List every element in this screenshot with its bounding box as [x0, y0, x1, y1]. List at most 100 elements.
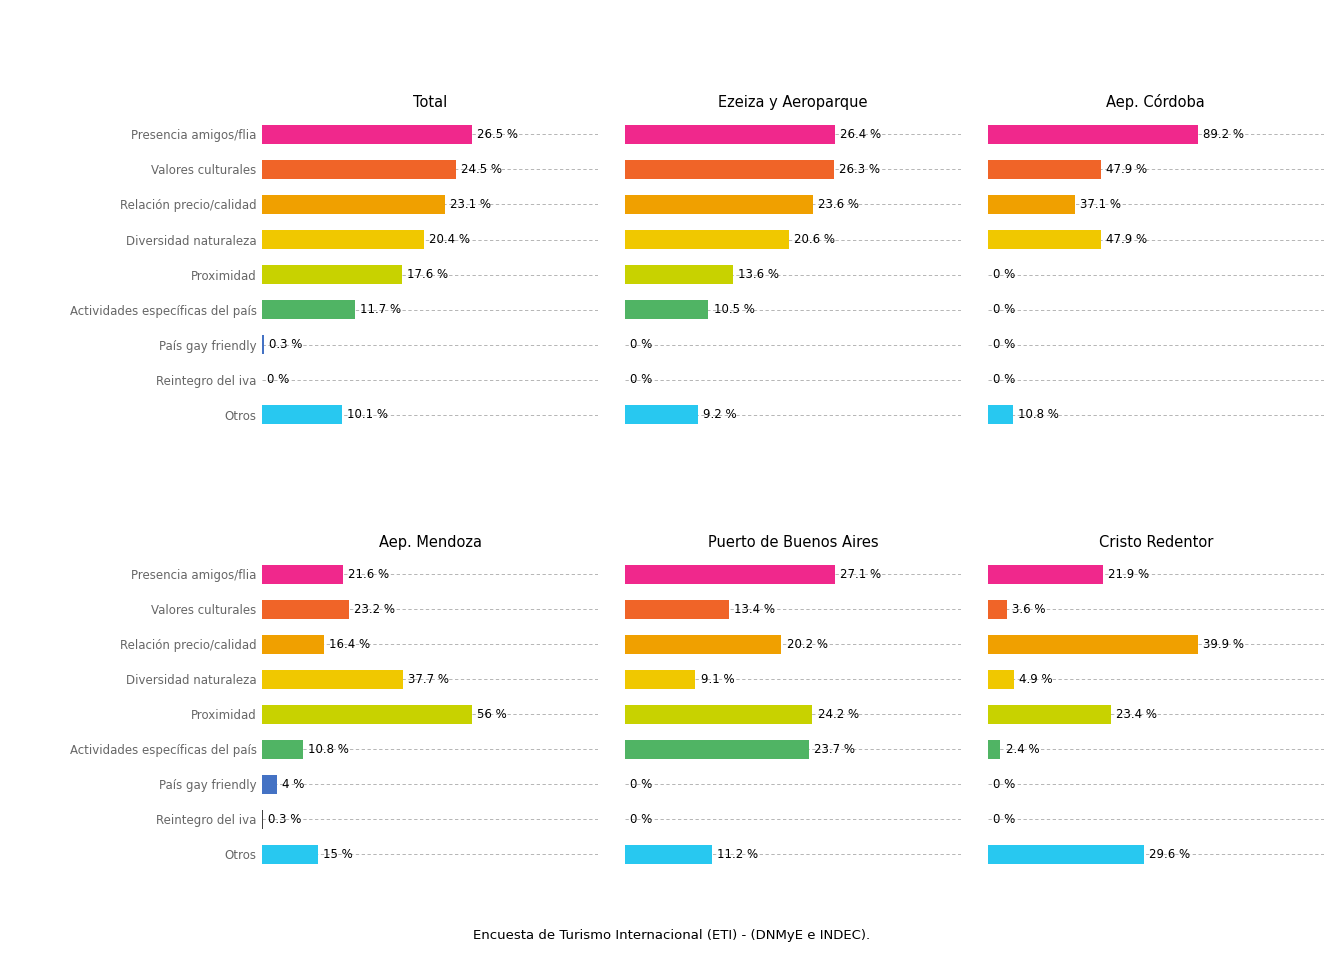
Text: 10.1 %: 10.1 %: [347, 408, 388, 421]
Bar: [625, 265, 732, 284]
Bar: [262, 125, 472, 144]
Bar: [625, 195, 813, 214]
Text: 56 %: 56 %: [477, 708, 507, 721]
Text: 29.6 %: 29.6 %: [1149, 848, 1189, 861]
Text: 0 %: 0 %: [267, 373, 289, 386]
Bar: [625, 300, 708, 319]
Text: 10.5 %: 10.5 %: [714, 303, 754, 316]
Bar: [988, 670, 1013, 689]
Text: 0.3 %: 0.3 %: [269, 813, 301, 826]
Text: 10.8 %: 10.8 %: [1019, 408, 1059, 421]
Text: 37.1 %: 37.1 %: [1081, 198, 1121, 211]
Bar: [625, 125, 835, 144]
Bar: [262, 635, 324, 654]
Bar: [625, 405, 698, 424]
Bar: [262, 775, 277, 794]
Text: 0 %: 0 %: [993, 303, 1015, 316]
Text: 2.4 %: 2.4 %: [1005, 743, 1039, 756]
Bar: [262, 845, 319, 864]
Bar: [988, 195, 1075, 214]
Text: 4 %: 4 %: [282, 778, 305, 791]
Title: Puerto de Buenos Aires: Puerto de Buenos Aires: [708, 535, 878, 550]
Text: 89.2 %: 89.2 %: [1203, 128, 1245, 141]
Text: 3.6 %: 3.6 %: [1012, 603, 1046, 615]
Text: 13.6 %: 13.6 %: [738, 268, 780, 281]
Title: Total: Total: [413, 95, 448, 109]
Text: 17.6 %: 17.6 %: [407, 268, 448, 281]
Text: 24.5 %: 24.5 %: [461, 163, 503, 176]
Text: 10.8 %: 10.8 %: [308, 743, 348, 756]
Text: 0 %: 0 %: [993, 373, 1015, 386]
Text: 11.7 %: 11.7 %: [360, 303, 401, 316]
Text: 15 %: 15 %: [324, 848, 353, 861]
Title: Aep. Mendoza: Aep. Mendoza: [379, 535, 481, 550]
Text: 16.4 %: 16.4 %: [329, 637, 370, 651]
Title: Ezeiza y Aeroparque: Ezeiza y Aeroparque: [718, 95, 868, 109]
Text: 0 %: 0 %: [993, 268, 1015, 281]
Text: 21.6 %: 21.6 %: [348, 567, 390, 581]
Text: 20.4 %: 20.4 %: [429, 233, 470, 246]
Text: 0 %: 0 %: [993, 813, 1015, 826]
Text: 27.1 %: 27.1 %: [840, 567, 882, 581]
Bar: [262, 670, 403, 689]
Text: 0 %: 0 %: [993, 778, 1015, 791]
Text: 26.4 %: 26.4 %: [840, 128, 882, 141]
Bar: [262, 195, 445, 214]
Title: Aep. Córdoba: Aep. Córdoba: [1106, 94, 1206, 109]
Text: 9.1 %: 9.1 %: [700, 673, 734, 685]
Bar: [988, 635, 1198, 654]
Text: Encuesta de Turismo Internacional (ETI) - (DNMyE e INDEC).: Encuesta de Turismo Internacional (ETI) …: [473, 929, 871, 943]
Text: 0 %: 0 %: [993, 338, 1015, 351]
Text: 37.7 %: 37.7 %: [409, 673, 449, 685]
Text: 26.3 %: 26.3 %: [839, 163, 880, 176]
Text: 47.9 %: 47.9 %: [1106, 233, 1146, 246]
Bar: [988, 405, 1013, 424]
Text: 20.6 %: 20.6 %: [794, 233, 835, 246]
Text: 24.2 %: 24.2 %: [817, 708, 859, 721]
Text: 0.3 %: 0.3 %: [270, 338, 302, 351]
Text: 20.2 %: 20.2 %: [786, 637, 828, 651]
Bar: [625, 845, 712, 864]
Text: 0 %: 0 %: [630, 813, 652, 826]
Text: 23.6 %: 23.6 %: [817, 198, 859, 211]
Bar: [988, 600, 1007, 619]
Bar: [262, 300, 355, 319]
Bar: [625, 600, 728, 619]
Bar: [262, 705, 472, 724]
Text: 23.1 %: 23.1 %: [450, 198, 491, 211]
Bar: [625, 670, 695, 689]
Bar: [988, 705, 1111, 724]
Bar: [625, 229, 789, 250]
Bar: [625, 160, 835, 180]
Bar: [262, 265, 402, 284]
Text: 0 %: 0 %: [630, 338, 652, 351]
Text: 47.9 %: 47.9 %: [1106, 163, 1146, 176]
Text: 0 %: 0 %: [630, 778, 652, 791]
Text: 0 %: 0 %: [630, 373, 652, 386]
Bar: [988, 845, 1144, 864]
Bar: [262, 739, 302, 759]
Text: 11.2 %: 11.2 %: [716, 848, 758, 861]
Bar: [988, 739, 1000, 759]
Title: Cristo Redentor: Cristo Redentor: [1098, 535, 1214, 550]
Text: 13.4 %: 13.4 %: [734, 603, 775, 615]
Text: 23.2 %: 23.2 %: [353, 603, 395, 615]
Text: 4.9 %: 4.9 %: [1019, 673, 1052, 685]
Text: 23.7 %: 23.7 %: [813, 743, 855, 756]
Bar: [988, 564, 1103, 584]
Bar: [262, 600, 349, 619]
Bar: [625, 739, 809, 759]
Bar: [988, 160, 1101, 180]
Bar: [625, 564, 835, 584]
Text: 21.9 %: 21.9 %: [1109, 567, 1149, 581]
Text: 26.5 %: 26.5 %: [477, 128, 519, 141]
Text: 39.9 %: 39.9 %: [1203, 637, 1245, 651]
Bar: [988, 125, 1198, 144]
Bar: [625, 635, 781, 654]
Text: 23.4 %: 23.4 %: [1116, 708, 1157, 721]
Bar: [988, 229, 1101, 250]
Bar: [625, 705, 813, 724]
Bar: [262, 405, 343, 424]
Bar: [262, 564, 343, 584]
Bar: [262, 229, 423, 250]
